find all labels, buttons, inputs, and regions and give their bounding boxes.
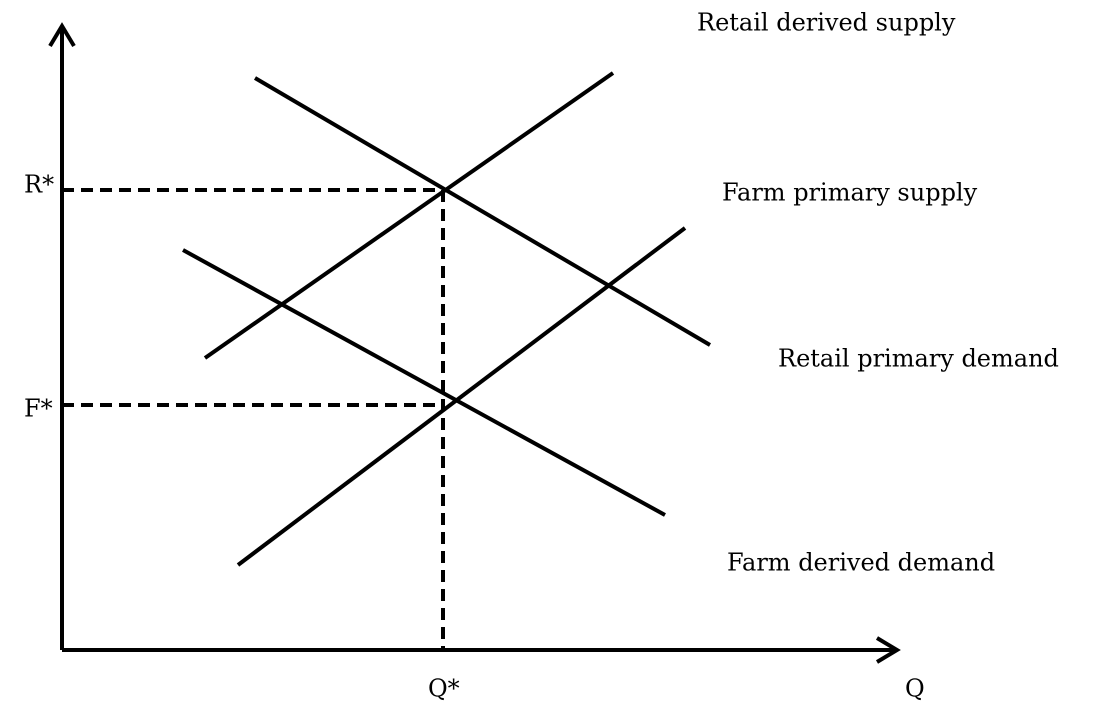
curve-label: Farm primary supply bbox=[722, 179, 978, 207]
farm-supply-curve bbox=[236, 226, 687, 567]
farm-demand-curve bbox=[182, 248, 666, 517]
farm-price-label: F* bbox=[24, 395, 53, 423]
x-axis-arrow bbox=[875, 636, 901, 664]
curve-label: Retail primary demand bbox=[778, 345, 1059, 373]
retail-price-label: R* bbox=[24, 171, 54, 199]
y-axis-arrow bbox=[48, 22, 76, 48]
retail-demand-curve bbox=[253, 76, 712, 347]
quantity-label: Q* bbox=[428, 675, 460, 703]
x-axis-label: Q bbox=[905, 675, 925, 703]
retail-supply-curve bbox=[203, 71, 615, 360]
curve-label: Farm derived demand bbox=[727, 549, 995, 577]
curve-label: Retail derived supply bbox=[697, 9, 956, 37]
